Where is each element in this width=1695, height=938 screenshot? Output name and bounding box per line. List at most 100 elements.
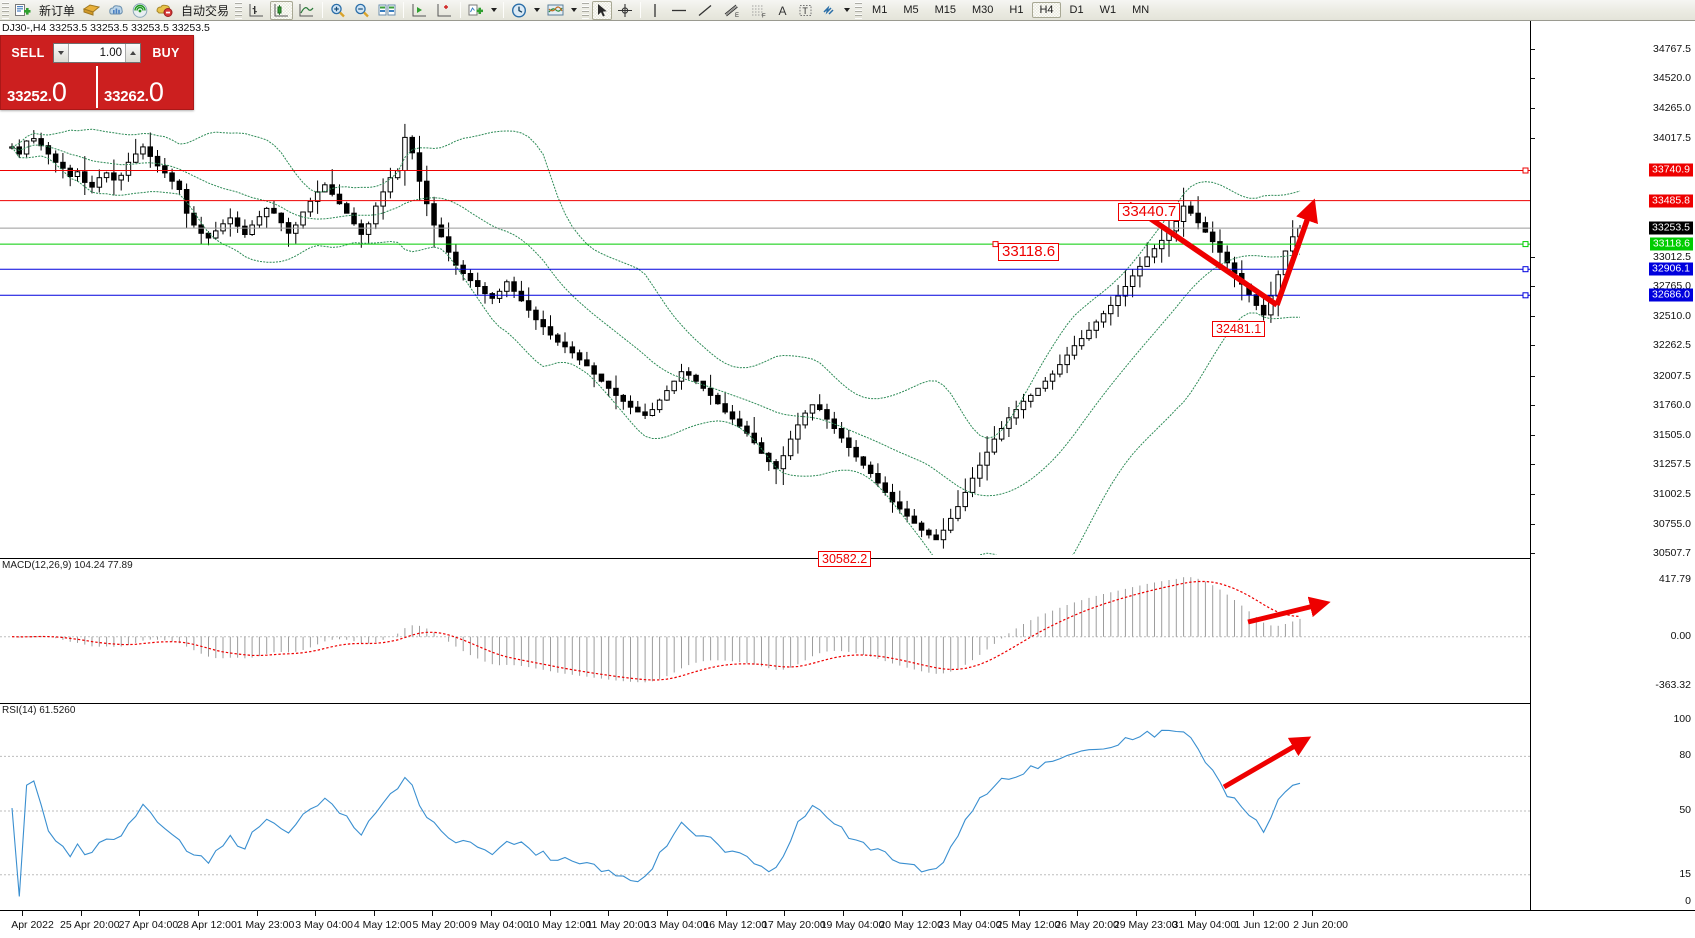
arrows-icon[interactable] [818,1,840,20]
price-badge-bid[interactable]: 33118.6 [1649,237,1693,251]
macd-chart-canvas[interactable] [0,559,1530,700]
text-box-icon[interactable]: T [795,1,816,20]
axis-tick-label: 33012.5 [1653,250,1691,263]
indicator-dropdown-icon[interactable] [491,8,498,12]
axis-tick-label: 31760.0 [1653,398,1691,411]
expert-advisors-icon[interactable] [80,1,103,20]
tab-timeframe-mn[interactable]: MN [1132,4,1150,16]
axis-tick [1531,523,1535,525]
auto-trading-label[interactable]: 自动交易 [181,3,230,18]
candlestick-chart-icon[interactable] [270,0,294,20]
price-axis[interactable]: 34767.5 34520.0 34265.0 34017.5 33012.5 32765… [1530,21,1695,910]
fibonacci-icon[interactable]: F [746,1,771,20]
rsi-axis-label: 50 [1679,804,1691,816]
oct-price-row: 33252 . 0 33262 . 0 [1,66,193,108]
add-indicator-icon[interactable] [465,1,487,20]
chevron-down-icon [58,50,64,55]
tab-timeframe-m1[interactable]: M1 [872,4,888,16]
period-separator-icon[interactable] [508,1,530,20]
templates-icon[interactable] [544,1,567,20]
time-axis-label: 13 May 04:00 [644,919,709,931]
volume-stepper[interactable]: 1.00 [53,42,141,63]
arrows-dropdown-icon[interactable] [844,8,851,12]
time-tick [491,911,493,916]
text-label-icon[interactable]: A [773,1,793,20]
auto-trading-icon[interactable] [153,1,176,20]
rsi-axis-label: 0 [1685,895,1691,907]
time-tick [197,911,199,916]
rsi-pane[interactable]: RSI(14) 61.5260 [0,703,1530,910]
macd-pane[interactable]: MACD(12,26,9) 104.24 77.89 [0,558,1530,700]
price-badge-support[interactable]: 32906.1 [1649,262,1693,276]
crosshair-icon[interactable] [614,1,636,20]
equidistant-channel-icon[interactable]: E [719,1,744,20]
time-axis-label: 11 May 20:00 [586,919,650,931]
toolbar-grip-3[interactable] [582,1,590,19]
toolbar-grip-2[interactable] [235,1,243,19]
chart-shift-toggle-icon[interactable] [433,1,456,20]
line-chart-icon[interactable] [295,1,318,20]
annotation-30582-2[interactable]: 30582.2 [818,551,872,567]
time-axis-label: 19 May 04:00 [820,919,885,931]
toolbar-grip-4[interactable] [855,1,863,19]
axis-tick-label: 34265.0 [1653,102,1691,115]
buy-price-dot: . [144,88,149,105]
tab-timeframe-d1[interactable]: D1 [1069,4,1084,16]
templates-dropdown-icon[interactable] [571,8,578,12]
tab-timeframe-h1[interactable]: H1 [1009,4,1024,16]
time-axis-label: Apr 2022 [11,919,54,931]
price-badge-last[interactable]: 33253.5 [1649,221,1693,235]
tab-timeframe-h4[interactable]: H4 [1032,2,1061,18]
sell-price-main: 33252 [7,88,48,105]
volume-input[interactable]: 1.00 [99,46,122,59]
tab-timeframe-m15[interactable]: M15 [934,4,956,16]
axis-tick [1531,256,1535,258]
price-pane[interactable]: DJ30-,H4 33253.5 33253.5 33253.5 33253.5 [0,21,1530,555]
zoom-out-icon[interactable] [351,1,373,20]
bar-chart-icon[interactable] [245,1,268,20]
chevron-up-icon [130,50,136,55]
chart-window[interactable]: DJ30-,H4 33253.5 33253.5 33253.5 33253.5… [0,21,1695,938]
tab-timeframe-m5[interactable]: M5 [903,4,919,16]
trendline-icon[interactable] [693,1,717,20]
volume-decrease-button[interactable] [54,43,69,62]
new-order-label[interactable]: 新订单 [39,3,76,18]
svg-text:E: E [735,13,739,18]
annotation-33118-6[interactable]: 33118.6 [998,243,1060,261]
annotation-32481-1[interactable]: 32481.1 [1212,321,1266,337]
time-axis-label: 1 May 23:00 [236,919,295,931]
toolbar-grip[interactable] [2,1,9,19]
price-chart-canvas[interactable] [0,21,1530,555]
tab-timeframe-w1[interactable]: W1 [1099,4,1117,16]
time-tick [432,911,434,916]
sell-price[interactable]: 33252 . 0 [1,66,96,108]
axis-tick [1531,375,1535,377]
data-window-icon[interactable] [105,1,127,20]
cursor-icon[interactable] [592,0,613,20]
buy-price[interactable]: 33262 . 0 [96,66,193,108]
period-dropdown-icon[interactable] [534,8,541,12]
volume-increase-button[interactable] [125,43,140,62]
horizontal-line-icon[interactable] [667,1,691,20]
rsi-chart-canvas[interactable] [0,704,1530,910]
new-order-icon[interactable] [12,1,34,20]
price-badge-resistance[interactable]: 33740.9 [1649,163,1693,177]
sell-button[interactable]: SELL [11,45,45,60]
time-axis-label: 25 May 12:00 [996,919,1061,931]
annotation-33440-7[interactable]: 33440.7 [1118,203,1181,221]
zoom-in-icon[interactable] [327,1,349,20]
one-click-trading-panel[interactable]: SELL 1.00 BUY 33252 . 0 33262 . 0 [0,35,194,110]
signals-icon[interactable] [129,1,151,20]
vertical-line-icon[interactable] [645,1,665,20]
tab-timeframe-m30[interactable]: M30 [972,4,994,16]
axis-tick [1531,49,1535,50]
buy-price-last: 0 [148,77,164,108]
toolbar-separator-5 [640,2,642,18]
axis-tick [1531,285,1535,287]
buy-button[interactable]: BUY [152,45,180,60]
chart-shift-icon[interactable] [375,1,399,20]
axis-tick-label: 30507.7 [1653,547,1691,559]
price-badge-support[interactable]: 32686.0 [1649,288,1693,302]
auto-scroll-icon[interactable] [408,1,431,20]
price-badge-resistance[interactable]: 33485.8 [1649,194,1693,208]
